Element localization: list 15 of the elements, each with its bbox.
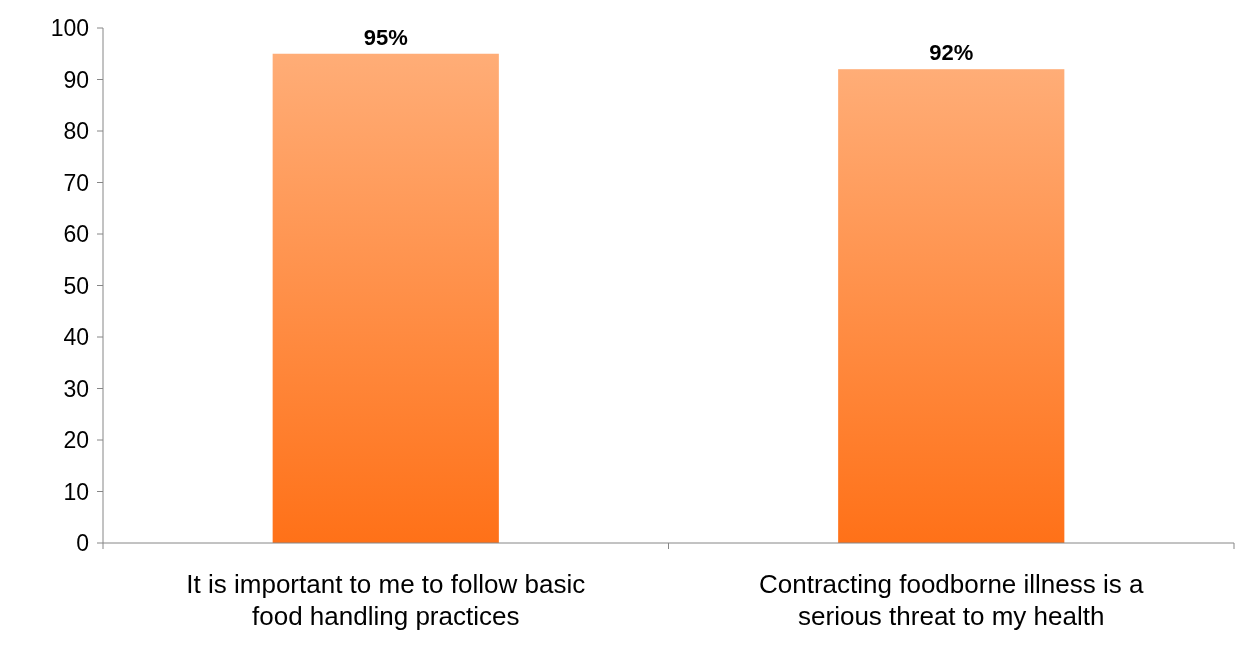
x-tick-label: Contracting foodborne illness is a serious threat to my health: [759, 569, 1144, 631]
y-tick-label: 30: [63, 375, 89, 402]
y-tick-label: 90: [63, 66, 89, 93]
y-tick-label: 40: [63, 324, 89, 351]
y-tick-label: 50: [63, 272, 89, 299]
y-tick-label: 10: [63, 478, 89, 505]
x-tick-label: It is important to me to follow basic food handling practices: [186, 569, 586, 631]
y-tick-label: 20: [63, 427, 89, 454]
y-tick-label: 80: [63, 118, 89, 145]
data-label: 95%: [363, 24, 408, 50]
y-tick-label: 70: [63, 169, 89, 196]
data-label: 92%: [929, 40, 974, 66]
y-tick-label: 60: [63, 221, 89, 248]
y-tick-label: 100: [50, 15, 89, 42]
y-tick-label: 0: [76, 530, 89, 557]
